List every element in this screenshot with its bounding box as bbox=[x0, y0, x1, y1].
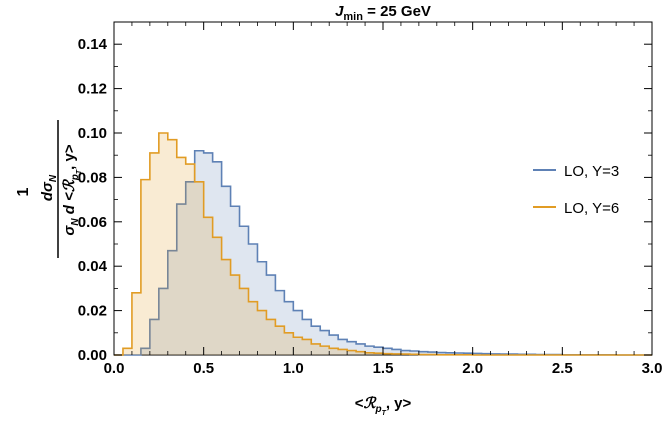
y-axis-label: 1 dσN σN d <ℛpT, y> bbox=[15, 120, 83, 258]
x-tick-label: 3.0 bbox=[642, 360, 663, 377]
legend-item-y6: LO, Y=6 bbox=[533, 200, 619, 217]
x-tick-label: 2.0 bbox=[462, 360, 483, 377]
ticks-layer: 0.0 0.5 1.0 1.5 2.0 2.5 3.0 0.00 0.02 0.04 0.06 0.0… bbox=[78, 21, 663, 377]
y-tick-label: 0.04 bbox=[78, 258, 108, 275]
y-tick-label: 0.08 bbox=[78, 169, 107, 186]
legend-item-y3: LO, Y=3 bbox=[533, 163, 619, 180]
legend: LO, Y=3 LO, Y=6 bbox=[533, 163, 619, 217]
x-tick-label: 0.5 bbox=[193, 360, 214, 377]
y-tick-label: 0.12 bbox=[78, 81, 107, 98]
y-tick-label: 0.06 bbox=[78, 214, 107, 231]
y-tick-label: 0.10 bbox=[78, 125, 107, 142]
series-fill-0 bbox=[114, 150, 652, 355]
y-tick-label: 0.00 bbox=[78, 347, 107, 364]
x-tick-label: 2.5 bbox=[552, 360, 573, 377]
legend-label-y3: LO, Y=3 bbox=[564, 163, 619, 180]
x-tick-label: 1.5 bbox=[373, 360, 394, 377]
y-label-prefix: 1 bbox=[15, 187, 32, 196]
legend-label-y6: LO, Y=6 bbox=[564, 200, 619, 217]
chart-title: Jmin = 25 GeV bbox=[335, 3, 431, 23]
y-tick-label: 0.02 bbox=[78, 303, 107, 320]
y-label-denominator: σN d <ℛpT, y> bbox=[61, 144, 83, 236]
x-tick-label: 1.0 bbox=[283, 360, 304, 377]
x-tick-label: 0.0 bbox=[104, 360, 125, 377]
x-axis-label: <ℛpT, y> bbox=[355, 395, 412, 417]
y-label-numerator: dσN bbox=[39, 174, 59, 201]
y-tick-label: 0.14 bbox=[78, 36, 108, 53]
